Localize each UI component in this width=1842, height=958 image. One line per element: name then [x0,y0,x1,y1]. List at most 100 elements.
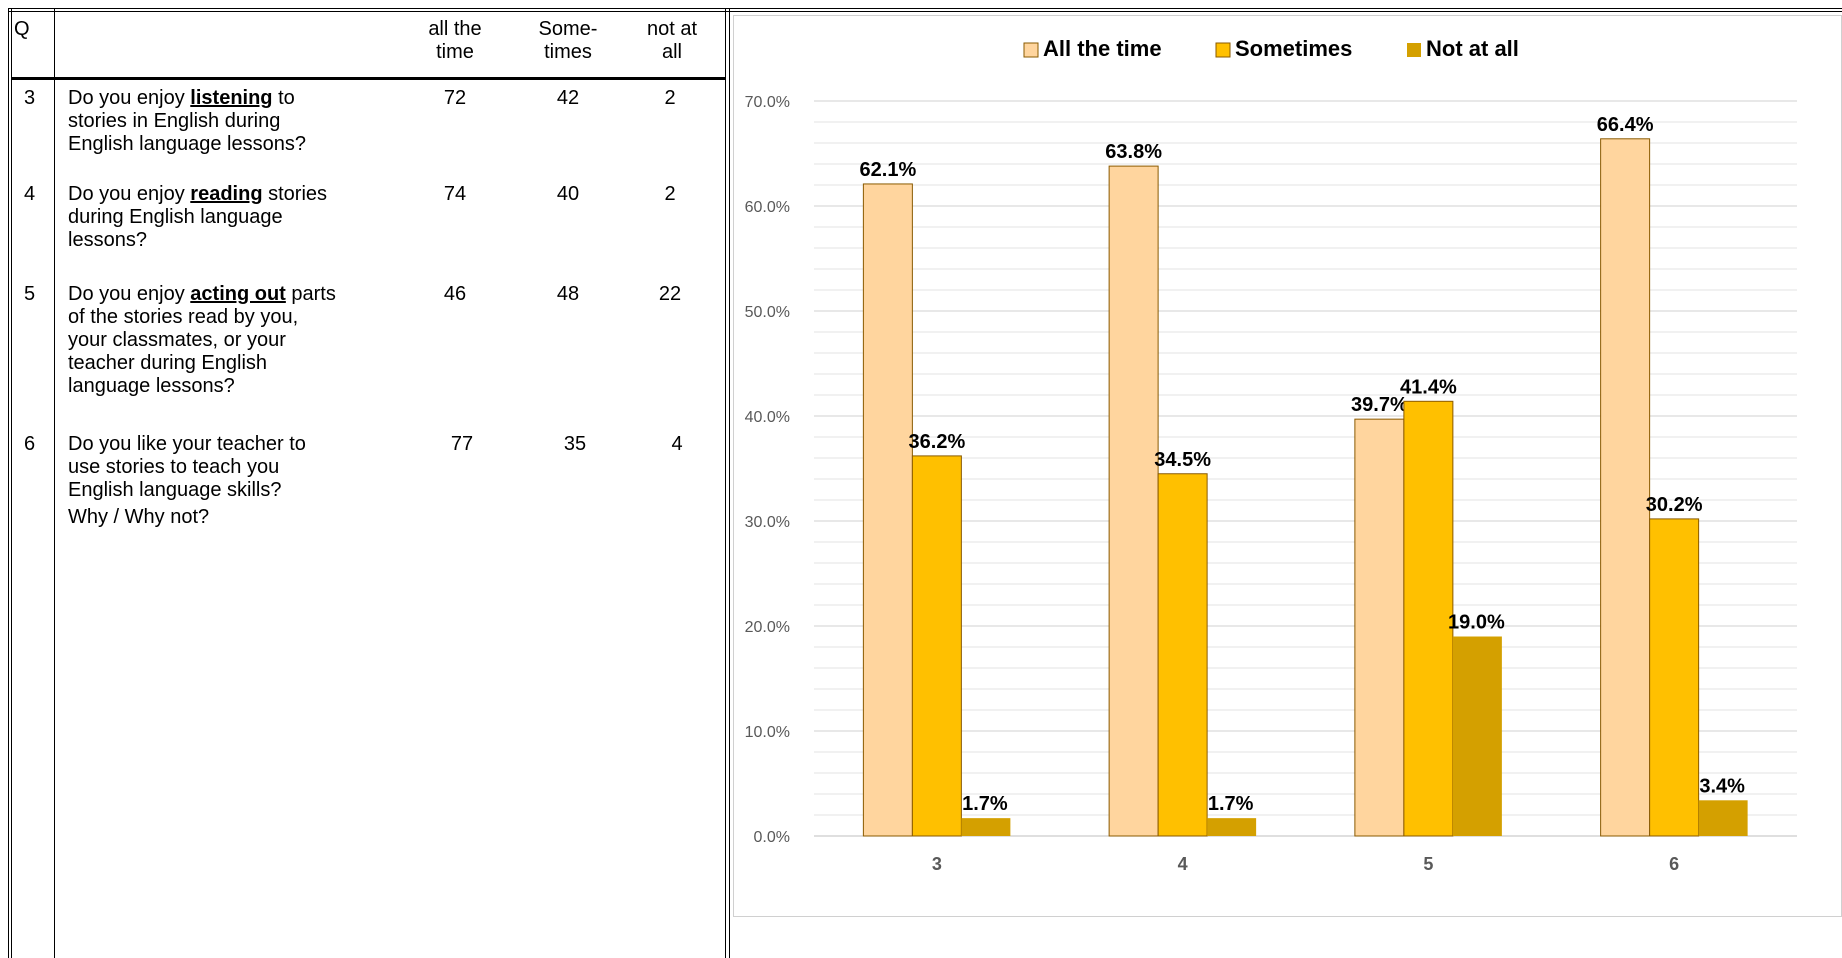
column-divider-chart-inner [729,8,730,958]
bar [1649,518,1700,837]
legend-swatch [1407,43,1421,57]
text-segment: Do you enjoy [68,87,191,109]
value-all-the-time: 46 [443,283,467,305]
value-sometimes: 35 [563,433,587,455]
question-text-line: English language lessons? [68,133,408,156]
question-text-line: use stories to teach you [68,456,408,479]
frame-top-line-inner [8,11,1842,12]
text-segment: during English language [68,206,283,228]
data-label: 3.4% [1699,775,1745,797]
question-text-line: language lessons? [68,375,408,398]
header-q: Q [14,18,30,40]
question-text-line: Why / Why not? [68,506,408,529]
text-segment: Do you like your teacher to [68,433,306,455]
question-text-line: English language skills? [68,479,408,502]
text-segment: teacher during English [68,352,268,374]
emphasis-text: listening [190,87,273,109]
question-number: 3 [24,87,36,109]
data-label: 1.7% [1208,793,1254,815]
legend-swatch [1023,42,1039,58]
question-text: Do you enjoy acting out parts of the stor… [68,283,408,398]
header-rule [12,77,725,80]
legend-label: Sometimes [1235,36,1352,61]
data-label: 66.4% [1597,114,1654,136]
text-segment: your classmates, or your [68,329,286,351]
text-segment: Do you enjoy [68,183,191,205]
frame-left-line-inner [11,8,12,958]
y-tick-label: 20.0% [745,619,790,636]
x-tick-label: 5 [1423,854,1433,874]
y-tick-label: 40.0% [745,409,790,426]
value-not-at-all: 2 [664,183,676,205]
data-label: 41.4% [1400,376,1457,398]
value-all-the-time: 72 [443,87,467,109]
header-sometimes: Some- times [538,18,598,63]
bar [1600,138,1651,837]
data-label: 36.2% [909,431,966,453]
y-tick-label: 50.0% [745,304,790,321]
text-segment: use stories to teach you [68,456,280,478]
legend-swatch [1215,42,1231,58]
data-label: 62.1% [860,159,917,181]
emphasis-text: acting out [190,283,286,305]
text-segment: Do you enjoy [68,283,191,305]
value-not-at-all: 4 [671,433,683,455]
text-segment: English language skills? [68,479,282,501]
y-tick-label: 30.0% [745,514,790,531]
value-not-at-all: 22 [658,283,682,305]
y-tick-label: 60.0% [745,199,790,216]
question-text-line: Do you enjoy listening to [68,87,408,110]
text-segment: stories [262,183,328,205]
question-text: Do you enjoy listening to stories in Engl… [68,87,408,156]
column-divider-chart [725,8,726,958]
x-tick-label: 4 [1178,854,1188,874]
question-text-line: your classmates, or your [68,329,408,352]
column-divider-q [54,8,55,958]
question-text: Do you like your teacher to use stories t… [68,433,408,529]
data-label: 63.8% [1105,141,1162,163]
question-number: 6 [24,433,36,455]
question-text-line: Do you like your teacher to [68,433,408,456]
question-text-line: during English language [68,206,408,229]
bar [911,455,962,837]
bar [1403,400,1454,837]
y-tick-label: 10.0% [745,724,790,741]
question-text: Do you enjoy reading stories during Engli… [68,183,408,252]
question-text-line: teacher during English [68,352,408,375]
value-not-at-all: 2 [664,87,676,109]
question-text-line: of the stories read by you, [68,306,408,329]
header-all-the-time: all the time [428,18,482,63]
bar-chart: 0.0% 10.0% 20.0% 30.0% 40.0% 50.0% 60.0% 70.0% 6… [745,36,1797,874]
value-sometimes: 40 [556,183,580,205]
data-label: 39.7% [1351,394,1408,416]
bar [862,183,913,837]
question-text-line: stories in English during [68,110,408,133]
text-segment: to [272,87,295,109]
text-segment: language lessons? [68,375,235,397]
text-segment: Why / Why not? [68,506,210,528]
bar [1157,473,1208,837]
y-tick-label: 70.0% [745,94,790,111]
emphasis-text: reading [190,183,263,205]
value-sometimes: 42 [556,87,580,109]
frame-left-line [8,8,9,958]
text-segment: stories in English during [68,110,281,132]
bar [961,818,1011,836]
bar [1354,418,1405,837]
data-label: 34.5% [1154,449,1211,471]
question-number: 4 [24,183,36,205]
text-segment: of the stories read by you, [68,306,299,328]
bar [1108,165,1159,837]
bar [1698,800,1748,836]
value-sometimes: 48 [556,283,580,305]
data-label: 19.0% [1448,612,1505,634]
bar [1452,636,1502,836]
x-tick-label: 6 [1669,854,1679,874]
question-text-line: Do you enjoy acting out parts [68,283,408,306]
value-all-the-time: 74 [443,183,467,205]
value-all-the-time: 77 [450,433,474,455]
header-not-at-all: not at all [646,18,698,63]
legend-label: Not at all [1426,36,1519,61]
question-number: 5 [24,283,36,305]
text-segment: lessons? [68,229,147,251]
